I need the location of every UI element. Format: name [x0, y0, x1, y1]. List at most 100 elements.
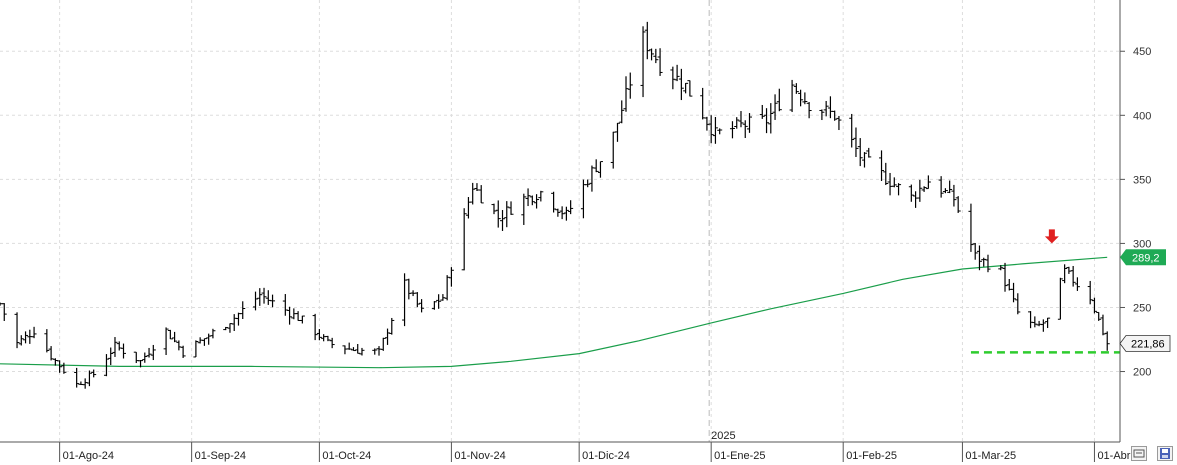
y-tick-label: 350	[1133, 174, 1151, 186]
ohlc-bar	[794, 83, 799, 94]
ohlc-bar	[270, 295, 275, 308]
ohlc-bar	[922, 186, 927, 192]
ohlc-bar	[679, 69, 684, 100]
ohlc-bar	[1058, 278, 1063, 320]
axes	[0, 0, 1120, 442]
ohlc-bar	[534, 194, 539, 208]
ohlc-bar	[892, 177, 897, 187]
ohlc-bars	[0, 22, 1110, 389]
ohlc-bar	[1071, 266, 1076, 287]
ohlc-bar	[227, 323, 232, 332]
price-tags: 289,2 221,86	[1120, 249, 1170, 351]
x-axis-ticks: 01-Ago-24 01-Sep-24 01-Oct-24 01-Nov-24 01-D…	[60, 442, 1135, 462]
ohlc-bar	[61, 363, 66, 374]
ohlc-bar	[760, 105, 765, 119]
ohlc-bar	[44, 329, 49, 352]
ohlc-bar	[624, 76, 629, 111]
x-tick-label: 01-Ene-25	[714, 450, 765, 462]
ohlc-bar	[342, 345, 347, 354]
ohlc-bar	[777, 89, 782, 111]
ohlc-bar	[798, 90, 803, 107]
ohlc-bar	[683, 83, 688, 93]
ohlc-bar	[913, 191, 918, 208]
ohlc-bar	[649, 49, 654, 61]
ohlc-bar	[768, 103, 773, 133]
ohlc-bar	[347, 343, 352, 350]
ohlc-bar	[1003, 263, 1008, 292]
ohlc-bar	[802, 92, 807, 104]
ohlc-bar	[372, 348, 377, 354]
y-tick-label: 400	[1133, 110, 1151, 122]
ohlc-bar	[1045, 318, 1050, 328]
ohlc-bar	[164, 327, 169, 355]
ohlc-bar	[615, 123, 620, 142]
ohlc-bar	[926, 175, 931, 188]
ohlc-bar	[700, 88, 705, 120]
ohlc-bar	[645, 22, 650, 59]
settings-icon[interactable]	[1131, 446, 1147, 461]
ohlc-bar	[951, 185, 956, 207]
save-icon[interactable]	[1157, 446, 1173, 461]
ohlc-bar	[355, 344, 360, 353]
ohlc-bar	[589, 166, 594, 192]
ohlc-bar	[491, 204, 496, 214]
x-tick-label: 01-Abr-	[1097, 450, 1134, 462]
ohlc-bar	[91, 370, 96, 378]
ohlc-bar	[1041, 319, 1046, 331]
ohlc-bar	[440, 294, 445, 301]
ohlc-bar	[49, 346, 54, 360]
ohlc-bar	[313, 314, 318, 340]
ohlc-bar	[193, 340, 198, 357]
ohlc-bar	[819, 109, 824, 120]
ohlc-bar	[377, 346, 382, 356]
ohlc-bar	[419, 299, 424, 312]
ohlc-bar	[359, 348, 364, 356]
ohlc-bar	[500, 210, 505, 231]
ohlc-bar	[240, 301, 245, 319]
ohlc-bar	[172, 332, 177, 342]
ohlc-bar	[74, 368, 79, 388]
ohlc-bar	[176, 340, 181, 350]
ohlc-bar	[568, 200, 573, 214]
ohlc-bar	[291, 308, 296, 319]
ohlc-bar	[713, 117, 718, 144]
ohlc-bar	[449, 267, 454, 287]
ohlc-bar	[223, 327, 228, 330]
ohlc-bar	[121, 344, 126, 359]
ohlc-bar	[717, 128, 722, 134]
ohlc-bar	[411, 290, 416, 296]
ohlc-bar	[351, 347, 356, 351]
ohlc-bar	[709, 115, 714, 143]
ohlc-bar	[836, 116, 841, 130]
ohlc-bar	[462, 208, 467, 270]
ohlc-bar	[773, 94, 778, 120]
ohlc-bar	[104, 354, 109, 376]
ohlc-bar	[883, 163, 888, 185]
ohlc-bar	[296, 311, 301, 321]
ohlc-bar	[257, 288, 262, 306]
ohlc-bar	[1100, 315, 1105, 336]
ohlc-bar	[675, 65, 680, 81]
ohlc-bar	[943, 188, 948, 193]
ohlc-bar	[509, 201, 514, 215]
ohlc-bar	[330, 338, 335, 348]
ohlc-bar	[1037, 321, 1042, 326]
ohlc-bar	[78, 382, 83, 386]
ohlc-bar	[585, 180, 590, 188]
ohlc-bar	[611, 132, 616, 169]
ohlc-bar	[1032, 316, 1037, 327]
year-marker-label: 2025	[711, 430, 735, 442]
ohlc-bar	[202, 339, 207, 346]
ohlc-bar	[1105, 331, 1110, 350]
ohlc-bar	[168, 330, 173, 339]
red-down-arrow-icon	[1045, 229, 1059, 243]
ohlc-bar	[415, 292, 420, 307]
x-tick-label: 01-Nov-24	[454, 450, 505, 462]
ohlc-bar	[1028, 311, 1033, 328]
ohlc-bar	[381, 338, 386, 351]
ohlc-bar	[594, 159, 599, 172]
ohlc-bar	[432, 301, 437, 310]
x-tick-label: 01-Oct-24	[322, 450, 371, 462]
ohlc-bar	[317, 329, 322, 340]
